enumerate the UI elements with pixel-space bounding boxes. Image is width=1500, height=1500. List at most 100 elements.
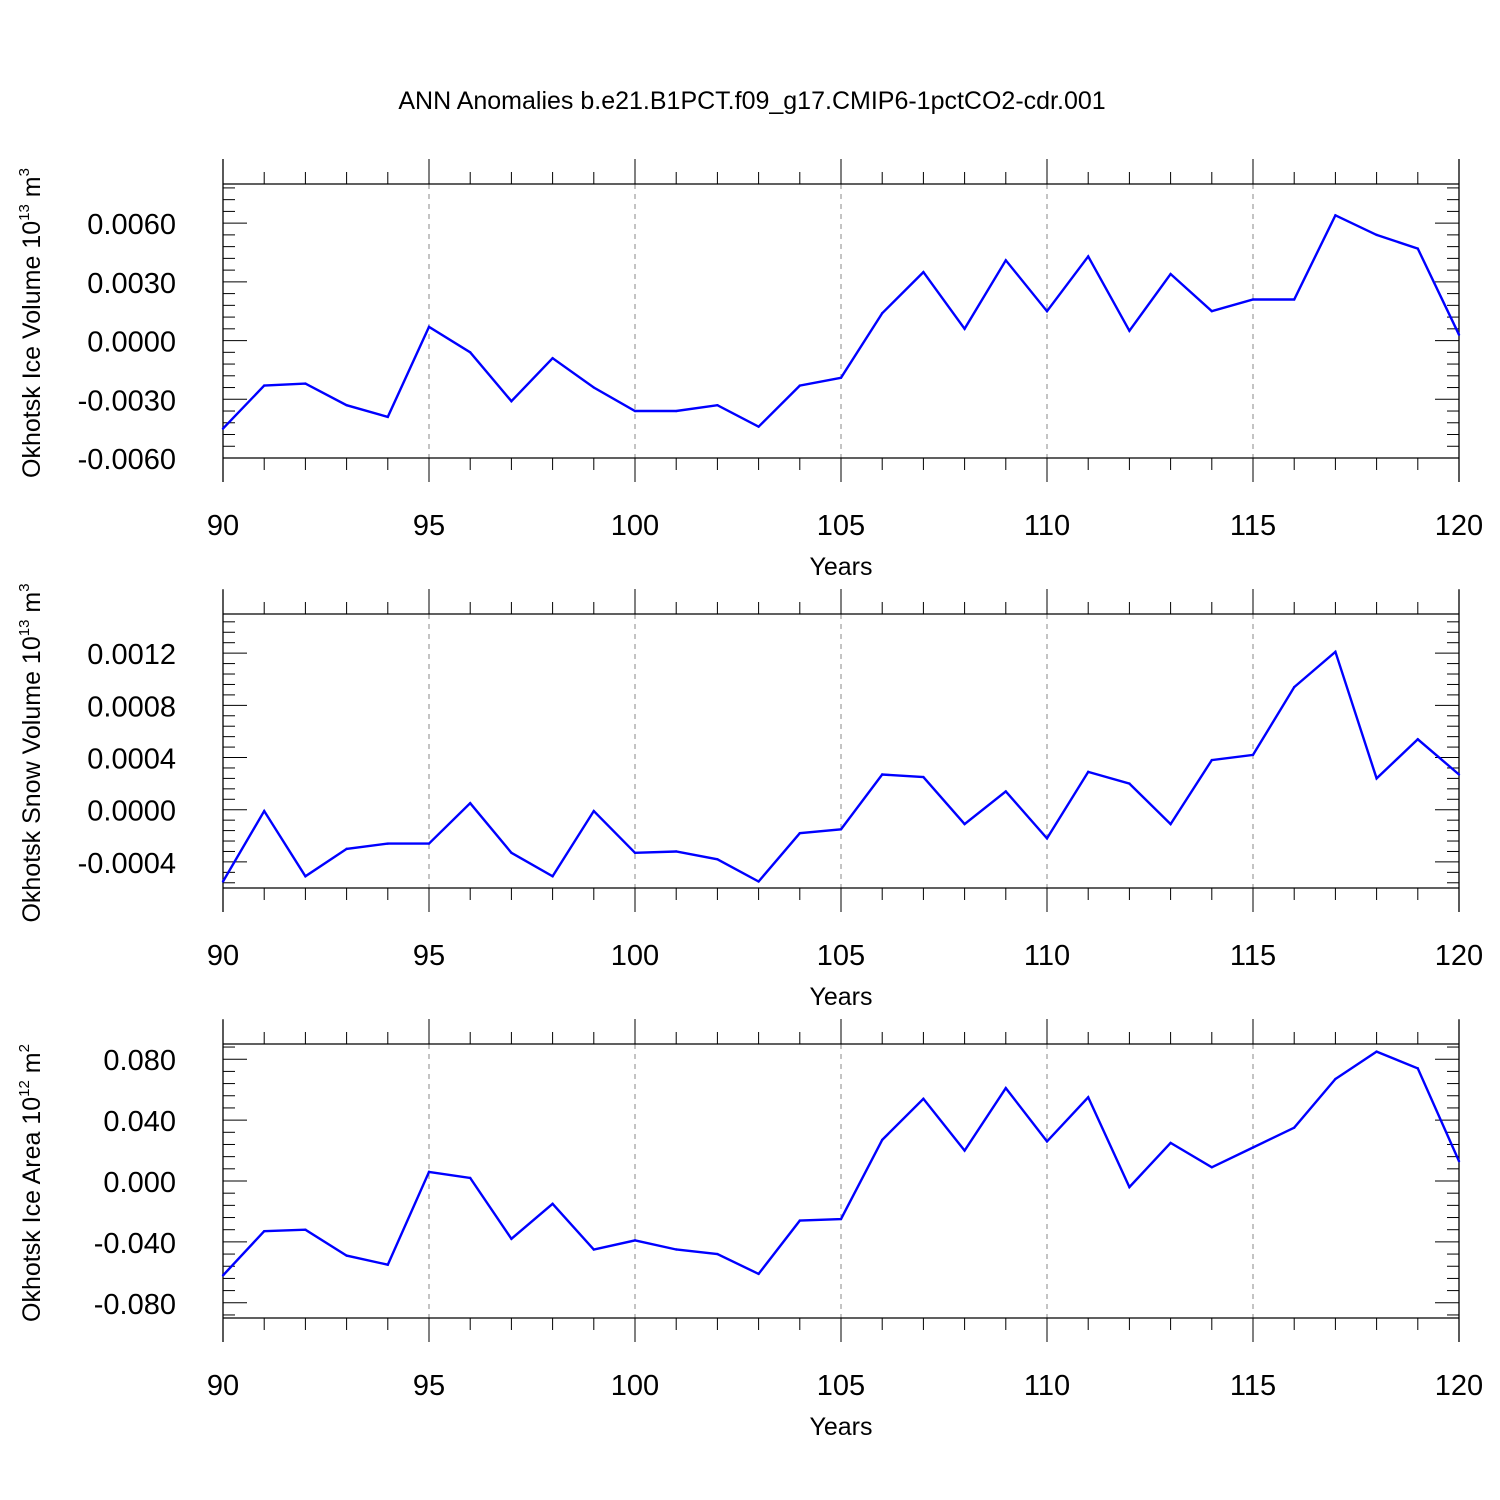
y-tick-label: 0.0004 bbox=[87, 744, 176, 776]
data-point bbox=[1251, 753, 1255, 757]
data-point bbox=[263, 384, 266, 387]
y-tick-label: 0.0008 bbox=[87, 691, 176, 723]
data-point bbox=[221, 880, 225, 883]
data-point bbox=[427, 325, 431, 329]
y-axis-title-unit-exponent: 3 bbox=[16, 168, 33, 176]
y-tick-label: 0.0060 bbox=[87, 209, 176, 241]
x-tick-label: 120 bbox=[1435, 510, 1483, 542]
data-point bbox=[1210, 310, 1214, 313]
y-tick-label: 0.040 bbox=[103, 1106, 176, 1138]
data-point bbox=[1416, 1067, 1420, 1070]
data-point bbox=[633, 851, 637, 854]
x-axis-title: Years bbox=[809, 983, 872, 1011]
data-point bbox=[510, 1237, 513, 1241]
data-point bbox=[757, 880, 760, 883]
data-point bbox=[922, 270, 925, 274]
data-point bbox=[1375, 1050, 1378, 1053]
data-point bbox=[963, 1149, 966, 1152]
data-point bbox=[1457, 773, 1461, 776]
data-point bbox=[469, 351, 472, 354]
x-tick-label: 115 bbox=[1230, 940, 1276, 972]
data-point bbox=[675, 409, 678, 413]
data-point bbox=[839, 1217, 843, 1221]
y-tick-label: -0.0004 bbox=[78, 848, 176, 880]
data-point bbox=[1293, 685, 1296, 689]
data-point bbox=[1457, 1160, 1461, 1163]
x-tick-label: 90 bbox=[207, 510, 239, 542]
y-axis-title: Okhotsk Ice Volume 1013 m3 bbox=[16, 168, 46, 478]
data-point bbox=[386, 842, 389, 845]
x-tick-label: 100 bbox=[611, 510, 659, 542]
data-point bbox=[263, 809, 266, 813]
data-point bbox=[757, 1272, 760, 1276]
data-point bbox=[1045, 310, 1049, 313]
data-point bbox=[757, 425, 760, 428]
x-tick-label: 120 bbox=[1435, 940, 1483, 972]
data-point bbox=[1457, 333, 1461, 336]
data-point bbox=[1416, 738, 1420, 741]
data-point bbox=[1210, 1166, 1214, 1169]
data-point bbox=[798, 384, 801, 387]
data-point bbox=[1087, 255, 1090, 258]
data-point bbox=[922, 775, 925, 779]
x-tick-label: 90 bbox=[207, 940, 239, 972]
data-point bbox=[469, 801, 472, 805]
x-tick-label: 105 bbox=[817, 1370, 865, 1402]
y-axis-title-exponent: 13 bbox=[16, 204, 33, 221]
data-point bbox=[1004, 259, 1007, 262]
y-tick-label: -0.0060 bbox=[78, 444, 176, 476]
data-point bbox=[922, 1097, 925, 1101]
y-axis-title-unit: m bbox=[18, 592, 46, 620]
y-tick-label: 0.0000 bbox=[87, 327, 176, 359]
x-axis-title: Years bbox=[809, 553, 872, 581]
x-tick-label: 95 bbox=[413, 940, 445, 972]
data-point bbox=[1087, 770, 1090, 774]
y-tick-label: 0.0012 bbox=[87, 639, 176, 671]
x-tick-label: 120 bbox=[1435, 1370, 1483, 1402]
y-axis-title-exponent: 13 bbox=[16, 620, 33, 637]
x-tick-label: 115 bbox=[1230, 510, 1276, 542]
data-point bbox=[1375, 233, 1378, 237]
data-point bbox=[1251, 1146, 1255, 1149]
y-axis-title-main: Okhotsk Ice Volume 10 bbox=[18, 221, 46, 478]
data-point bbox=[881, 1138, 884, 1142]
data-point bbox=[716, 403, 719, 407]
data-point bbox=[551, 1202, 554, 1206]
data-point bbox=[1128, 782, 1131, 785]
data-point bbox=[1293, 1126, 1296, 1129]
panel-3: 90 95 100 105 110 115 120 Years -0.080 -0.040 0.00… bbox=[16, 1019, 1483, 1441]
data-point bbox=[1045, 837, 1049, 840]
data-point bbox=[345, 847, 348, 851]
data-point bbox=[881, 311, 884, 315]
x-tick-label: 105 bbox=[817, 940, 865, 972]
x-tick-label: 90 bbox=[207, 1370, 239, 1402]
data-point bbox=[1169, 1141, 1172, 1145]
y-tick-label: 0.0000 bbox=[87, 796, 176, 828]
x-axis-title: Years bbox=[809, 1413, 872, 1441]
data-point bbox=[1128, 1185, 1131, 1189]
data-point bbox=[427, 842, 431, 845]
data-point bbox=[1004, 1086, 1007, 1090]
x-tick-label: 100 bbox=[611, 940, 659, 972]
panels: 90 95 100 105 110 115 120 Years -0.0060 -0.0030 0.… bbox=[16, 159, 1483, 1441]
data-point bbox=[1004, 790, 1007, 793]
data-point bbox=[427, 1170, 431, 1174]
data-point bbox=[1334, 1077, 1337, 1081]
data-point bbox=[592, 386, 595, 389]
data-point bbox=[1334, 650, 1337, 654]
y-axis-title-main: Okhotsk Snow Volume 10 bbox=[18, 636, 46, 922]
data-point bbox=[1087, 1096, 1090, 1099]
data-point bbox=[551, 356, 554, 360]
data-point bbox=[304, 875, 307, 878]
data-point bbox=[633, 409, 637, 413]
data-point bbox=[221, 427, 225, 430]
data-point bbox=[510, 400, 513, 403]
data-point bbox=[675, 1248, 678, 1251]
y-axis-title-unit: m bbox=[18, 176, 46, 204]
x-tick-label: 110 bbox=[1024, 940, 1070, 972]
x-tick-label: 110 bbox=[1024, 510, 1070, 542]
data-point bbox=[386, 1263, 389, 1266]
panel-2: 90 95 100 105 110 115 120 Years -0.0004 0.0000 0.0… bbox=[16, 583, 1483, 1011]
data-point bbox=[592, 1248, 595, 1251]
x-tick-label: 95 bbox=[413, 510, 445, 542]
